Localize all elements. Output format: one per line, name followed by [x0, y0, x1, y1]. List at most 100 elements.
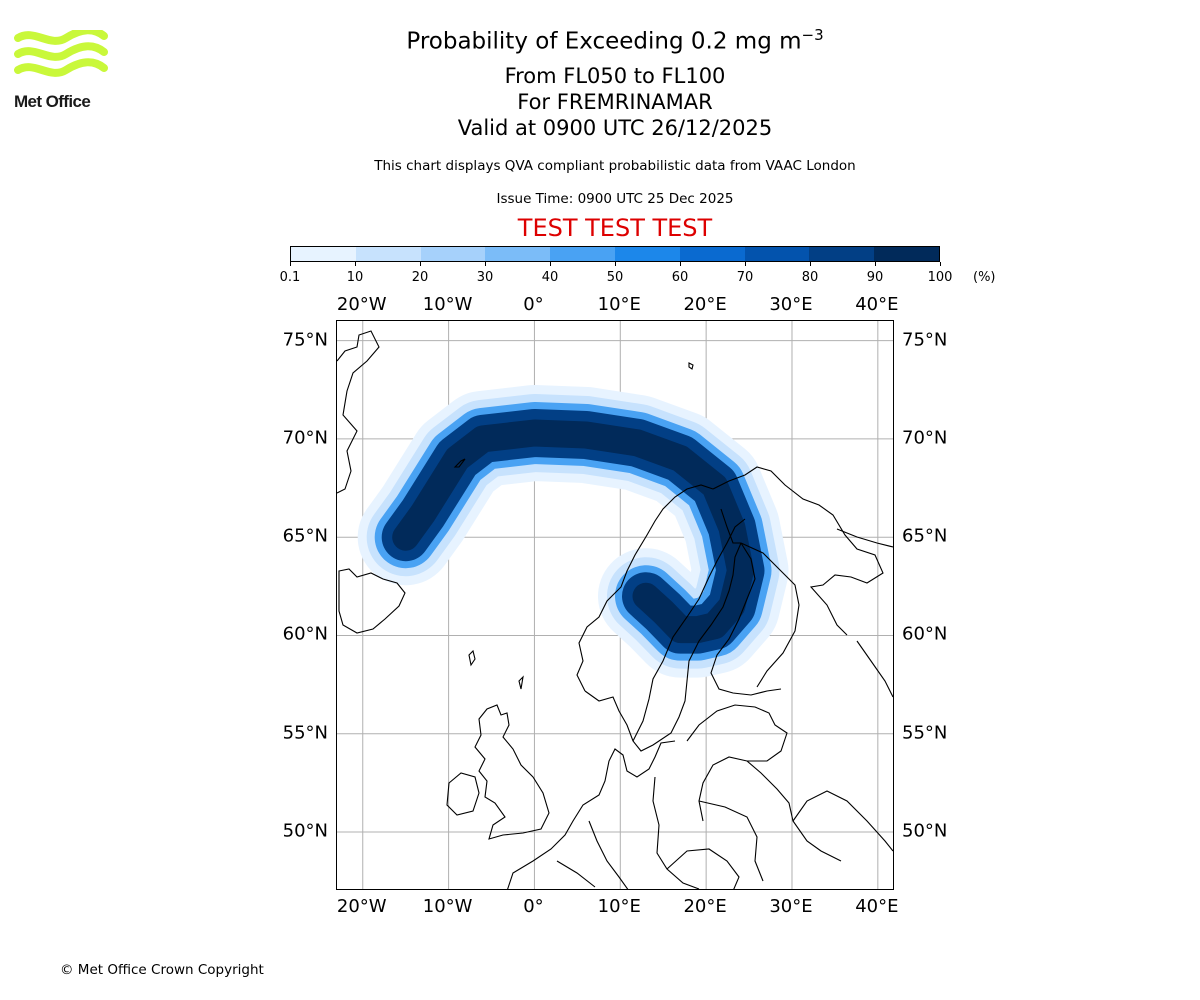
- colorbar-tick: [939, 262, 941, 266]
- colorbar: [290, 246, 940, 262]
- coast-iceland: [338, 568, 406, 634]
- lat-label-left: 75°N: [282, 329, 328, 351]
- wave-logo-icon: [14, 26, 108, 77]
- met-office-logo: Met Office: [14, 26, 110, 114]
- ash-band-100pct: [392, 419, 754, 644]
- colorbar-tick-label: 60: [671, 270, 689, 285]
- map-panel: [336, 320, 894, 890]
- colorbar-tick-label: 30: [476, 270, 494, 285]
- colorbar-segment: [355, 247, 421, 261]
- colorbar-tick: [744, 262, 746, 266]
- border-czechia: [666, 848, 740, 889]
- colorbar-unit: (%): [973, 270, 996, 285]
- lat-label-left: 60°N: [282, 623, 328, 645]
- colorbar-segment: [550, 247, 615, 261]
- colorbar-tick-label: 10: [346, 270, 364, 285]
- colorbar-tick-label: 0.1: [279, 270, 301, 285]
- coast-shetland: [518, 675, 524, 690]
- colorbar-segment: [679, 247, 745, 261]
- coast-greenland: [337, 330, 380, 494]
- coast-finland: [710, 542, 782, 696]
- lon-label-top: 20°E: [683, 294, 727, 315]
- issue-time: Issue Time: 0900 UTC 25 Dec 2025: [496, 191, 734, 207]
- lon-label-bottom: 0°: [523, 896, 544, 917]
- lat-label-right: 55°N: [902, 722, 948, 744]
- colorbar-segment: [744, 247, 810, 261]
- chart-description: This chart displays QVA compliant probab…: [374, 158, 856, 174]
- coast-russia-east: [856, 640, 893, 698]
- lon-label-bottom: 10°E: [597, 896, 641, 917]
- lon-label-top: 0°: [523, 294, 544, 315]
- coastlines: [337, 330, 893, 889]
- colorbar-segment: [809, 247, 875, 261]
- lat-label-right: 50°N: [902, 820, 948, 842]
- colorbar-tick: [354, 262, 356, 266]
- lon-label-bottom: 10°W: [422, 896, 473, 917]
- copyright-notice: © Met Office Crown Copyright: [60, 962, 264, 978]
- flight-level-range: From FL050 to FL100: [504, 64, 726, 88]
- lon-label-bottom: 30°E: [769, 896, 813, 917]
- colorbar-tick-label: 100: [927, 270, 953, 285]
- coast-north-russia: [836, 528, 893, 548]
- coast-baltic: [686, 704, 788, 822]
- coast-norway: [576, 484, 714, 692]
- colorbar-tick-label: 70: [736, 270, 754, 285]
- colorbar-segment: [291, 247, 356, 261]
- lat-label-left: 50°N: [282, 820, 328, 842]
- lat-label-left: 65°N: [282, 525, 328, 547]
- lon-label-top: 10°W: [422, 294, 473, 315]
- colorbar-tick-label: 50: [606, 270, 624, 285]
- valid-time: Valid at 0900 UTC 26/12/2025: [457, 116, 773, 140]
- colorbar-tick: [289, 262, 291, 266]
- border-baltic-states: [746, 760, 842, 862]
- colorbar-segment: [874, 247, 939, 261]
- coast-great-britain: [474, 704, 550, 840]
- lon-label-bottom: 20°E: [683, 896, 727, 917]
- border-sweden-finland: [720, 508, 741, 544]
- test-banner: TEST TEST TEST: [517, 214, 713, 242]
- colorbar-tick-label: 20: [411, 270, 429, 285]
- coast-sweden: [584, 542, 742, 752]
- coast-ireland: [446, 772, 480, 816]
- colorbar-tick: [484, 262, 486, 266]
- border-central-europe: [588, 820, 629, 889]
- logo-wordmark: Met Office: [14, 92, 91, 111]
- lon-label-top: 30°E: [769, 294, 813, 315]
- border-france-germany: [556, 860, 596, 888]
- border-germany-poland: [652, 776, 700, 889]
- lat-label-right: 60°N: [902, 623, 948, 645]
- colorbar-tick: [679, 262, 681, 266]
- lon-label-top: 20°W: [336, 294, 387, 315]
- map-canvas: [337, 321, 893, 889]
- colorbar-tick: [614, 262, 616, 266]
- coast-faroe: [468, 649, 476, 667]
- title-exponent: −3: [801, 26, 824, 44]
- border-ukraine: [792, 790, 893, 852]
- lat-label-left: 55°N: [282, 722, 328, 744]
- border-poland-belarus: [698, 800, 764, 882]
- lat-label-right: 65°N: [902, 525, 948, 547]
- title-main: Probability of Exceeding 0.2 mg m: [406, 28, 802, 55]
- coast-bear-island: [688, 362, 694, 370]
- colorbar-segment: [485, 247, 551, 261]
- chart-title: Probability of Exceeding 0.2 mg m−3: [0, 26, 1200, 55]
- colorbar-tick: [809, 262, 811, 266]
- border-finland-russia: [740, 542, 800, 688]
- colorbar-tick: [419, 262, 421, 266]
- lat-label-left: 70°N: [282, 427, 328, 449]
- coast-jan-mayen: [453, 458, 466, 468]
- colorbar-tick: [549, 262, 551, 266]
- colorbar-tick-label: 40: [541, 270, 559, 285]
- border-norway-sweden: [632, 518, 746, 742]
- lat-label-right: 75°N: [902, 329, 948, 351]
- lat-label-right: 70°N: [902, 427, 948, 449]
- lon-label-bottom: 20°W: [336, 896, 387, 917]
- ash-plume: [357, 385, 789, 678]
- lon-label-top: 10°E: [597, 294, 641, 315]
- coast-kola: [712, 466, 884, 636]
- colorbar-segment: [420, 247, 486, 261]
- colorbar-tick-label: 90: [866, 270, 884, 285]
- coast-continent-west: [507, 740, 676, 889]
- volcano-name: For FREMRINAMAR: [517, 90, 713, 114]
- lon-label-bottom: 40°E: [855, 896, 899, 917]
